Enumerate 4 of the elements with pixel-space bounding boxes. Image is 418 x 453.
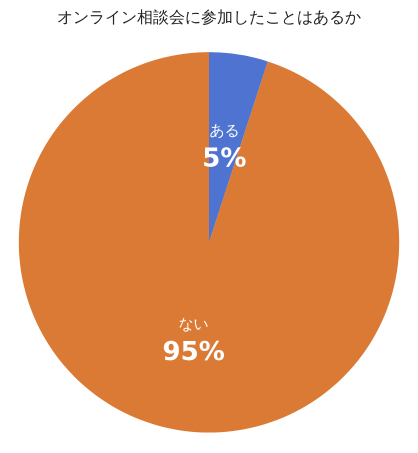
chart-title: オンライン相談会に参加したことはあるか bbox=[57, 8, 361, 26]
data-label: 95% bbox=[162, 337, 225, 368]
slice-label: ある bbox=[209, 121, 240, 140]
slice-label: ない bbox=[178, 315, 209, 334]
